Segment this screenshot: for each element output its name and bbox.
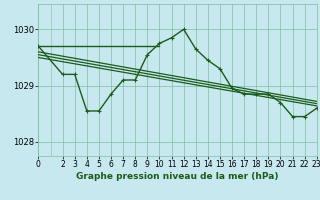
X-axis label: Graphe pression niveau de la mer (hPa): Graphe pression niveau de la mer (hPa) (76, 172, 279, 181)
